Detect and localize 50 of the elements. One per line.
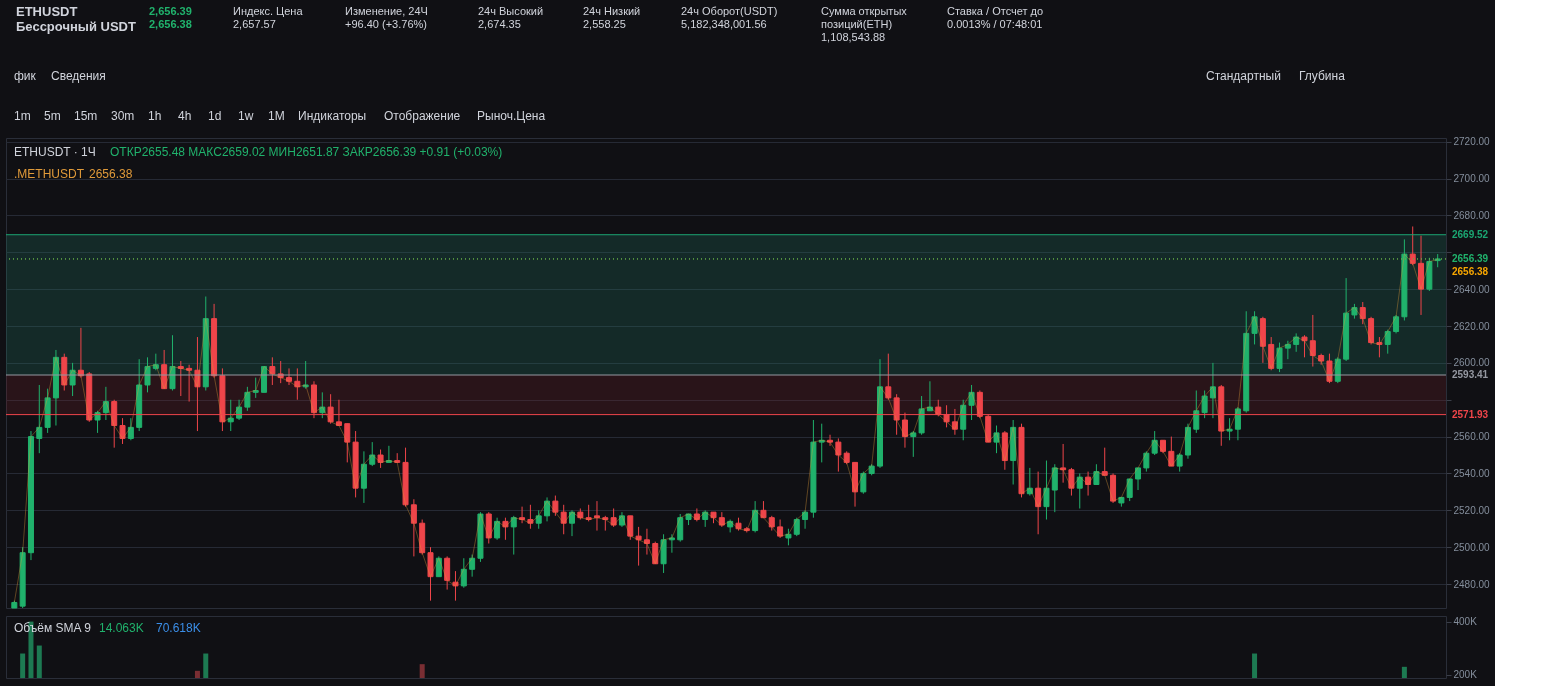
y-tick-label: 2500.00 <box>1453 541 1491 553</box>
text: 5m <box>44 109 61 123</box>
text: ETHUSDT · 1Ч <box>14 145 96 159</box>
y-tick-label: 2540.00 <box>1453 467 1491 479</box>
text: Отображение <box>384 109 461 123</box>
text: 2,656.39 2,656.38 <box>149 5 192 30</box>
text: Стандартный <box>1206 69 1281 83</box>
text: Ставка / Отсчет до 0.0013% / 07:48:01 <box>947 5 1044 30</box>
text: .METHUSDT <box>14 167 85 181</box>
y-tick-label: 2560.00 <box>1453 431 1491 443</box>
text: Глубина <box>1299 69 1346 83</box>
text: 15m <box>74 109 98 123</box>
y-tick-label: 2640.00 <box>1453 283 1491 295</box>
text: 1w <box>238 109 254 123</box>
annotation: 14.063K <box>99 621 144 635</box>
annotation: Объём SMA 9 <box>14 621 92 635</box>
text: 1M <box>268 109 285 123</box>
y-tick-label: 2620.00 <box>1453 320 1491 332</box>
text: Рыноч.Цена <box>477 109 546 123</box>
annotation: ОТКР2655.48 МАКС2659.02 МИН2651.87 ЗАКР2656.39 +0.91 (+0.03%) <box>110 145 503 159</box>
text: 24ч Высокий 2,674.35 <box>478 5 544 30</box>
ref-line-label: 2669.52 <box>1452 228 1489 240</box>
text: 1m <box>14 109 31 123</box>
y-tick-label: 2700.00 <box>1453 173 1491 185</box>
y-tick-label: 2480.00 <box>1453 578 1491 590</box>
text: Сведения <box>51 69 106 83</box>
y-tick-label: 2680.00 <box>1453 209 1491 221</box>
ref-line-label: 2656.39 <box>1452 252 1489 264</box>
y-tick-label: 400K <box>1453 616 1478 628</box>
text: 4h <box>178 109 192 123</box>
y-tick-label: 2600.00 <box>1453 357 1491 369</box>
y-tick-label: 2720.00 <box>1453 136 1491 148</box>
text: Индекс. Цена 2,657.57 <box>233 5 304 30</box>
text: ETHUSDT Бессрочный USDT <box>16 4 136 34</box>
text: 1h <box>148 109 162 123</box>
text: 1d <box>208 109 222 123</box>
y-tick-label: 2520.00 <box>1453 504 1491 516</box>
ref-line-label: 2656.38 <box>1452 265 1489 277</box>
annotation: 70.618K <box>156 621 201 635</box>
y-tick-label: 200K <box>1453 669 1478 681</box>
text: Индикаторы <box>298 109 367 123</box>
text: Сумма открытых позиций(ETH) 1,108,543.88 <box>821 5 908 43</box>
text: фик <box>14 69 37 83</box>
text: 24ч Оборот(USDT) 5,182,348,001.56 <box>681 5 778 30</box>
annotation: 2656.38 <box>89 167 133 181</box>
text: Изменение, 24Ч +96.40 (+3.76%) <box>345 5 428 30</box>
text: 30m <box>111 109 135 123</box>
text: 24ч Низкий 2,558.25 <box>583 5 641 30</box>
ref-line-label: 2593.41 <box>1452 369 1489 381</box>
ref-line-label: 2571.93 <box>1452 408 1489 420</box>
